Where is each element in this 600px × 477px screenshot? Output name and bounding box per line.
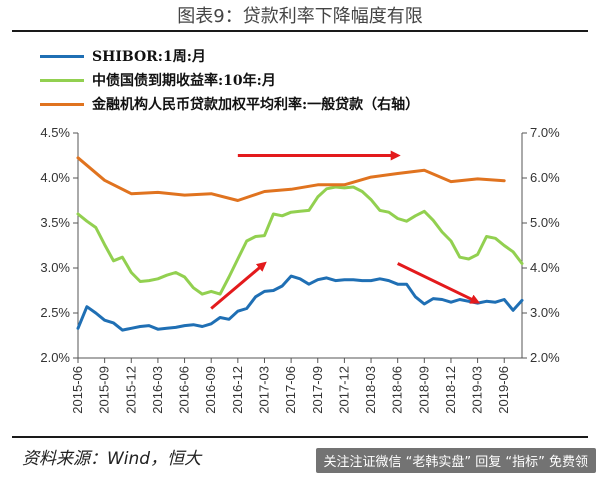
left-tick-label: 4.5%: [40, 125, 70, 140]
x-tick-label: 2015-09: [97, 366, 112, 414]
x-tick-label: 2017-09: [310, 366, 325, 414]
right-tick-label: 6.0%: [530, 170, 560, 185]
x-tick-label: 2017-03: [256, 366, 271, 414]
source-note: 资料来源：Wind，恒大: [22, 449, 202, 469]
legend-swatch-loan-rate: [40, 102, 84, 106]
x-tick-label: 2018-09: [416, 366, 431, 414]
legend-label-loan-rate: 金融机构人民币贷款加权平均利率:一般贷款（右轴）: [92, 97, 420, 113]
legend-swatch-treasury-yield: [40, 78, 84, 82]
legend-item-shibor: SHIBOR:1周:月: [40, 44, 419, 68]
legend-swatch-shibor: [40, 54, 84, 58]
series-line-shibor: [76, 274, 524, 332]
x-tick-label: 2016-09: [203, 366, 218, 414]
series-lines: [76, 156, 524, 332]
x-tick-label: 2015-06: [70, 366, 85, 414]
legend-item-loan-rate: 金融机构人民币贷款加权平均利率:一般贷款（右轴）: [40, 92, 419, 116]
right-tick-label: 5.0%: [530, 215, 560, 230]
legend-label-shibor: SHIBOR:1周:月: [92, 49, 206, 65]
trend-arrow-3: [397, 262, 481, 304]
watermark-banner: 关注注证微信 “老韩实盘” 回复 “指标” 免费领: [315, 448, 596, 473]
x-tick-label: 2016-12: [230, 366, 245, 414]
source-divider: [12, 436, 588, 438]
series-line-loan-rate: [76, 156, 506, 202]
axes: 2.0% 2.5% 3.0% 3.5% 4.0% 4.5% 2.0% 3.0% 4.0% 5.0%…: [40, 125, 560, 414]
x-tick-label: 2018-12: [443, 366, 458, 414]
right-tick-label: 4.0%: [530, 260, 560, 275]
x-tick-label: 2017-06: [283, 366, 298, 414]
x-tick-label: 2016-03: [150, 366, 165, 414]
chart-title: 图表9：贷款利率下降幅度有限: [177, 6, 423, 27]
right-tick-label: 2.0%: [530, 350, 560, 365]
left-tick-label: 4.0%: [40, 170, 70, 185]
x-tick-label: 2019-03: [470, 366, 485, 414]
title-divider: [12, 30, 588, 32]
right-tick-label: 7.0%: [530, 125, 560, 140]
x-tick-label: 2017-12: [336, 366, 351, 414]
legend: SHIBOR:1周:月 中债国债到期收益率:10年:月 金融机构人民币贷款加权平…: [40, 44, 419, 116]
series-line-treasury-yield: [76, 185, 524, 296]
left-tick-label: 3.0%: [40, 260, 70, 275]
annotations: [210, 150, 481, 310]
x-tick-label: 2018-06: [390, 366, 405, 414]
x-tick-label: 2015-12: [123, 366, 138, 414]
legend-item-treasury-yield: 中债国债到期收益率:10年:月: [40, 68, 419, 92]
x-tick-label: 2018-03: [363, 366, 378, 414]
left-tick-label: 2.0%: [40, 350, 70, 365]
x-tick-label: 2019-06: [496, 366, 511, 414]
left-tick-label: 3.5%: [40, 215, 70, 230]
trend-arrow-2: [210, 261, 267, 310]
x-tick-label: 2016-06: [177, 366, 192, 414]
legend-label-treasury-yield: 中债国债到期收益率:10年:月: [92, 73, 276, 89]
right-tick-label: 3.0%: [530, 305, 560, 320]
left-tick-label: 2.5%: [40, 305, 70, 320]
